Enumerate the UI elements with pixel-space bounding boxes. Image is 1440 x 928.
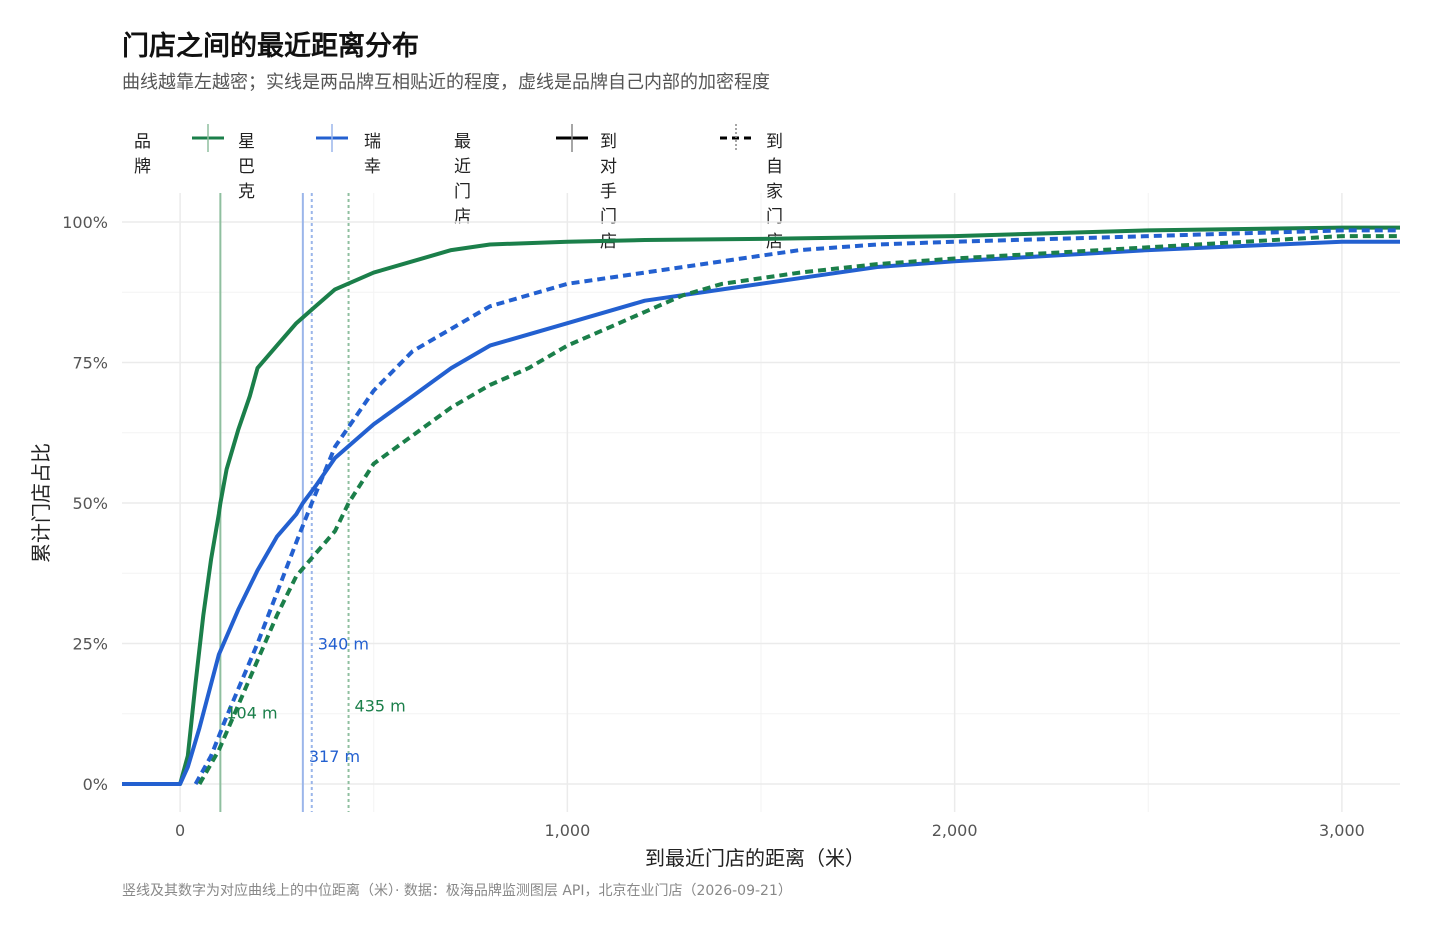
axis-ticks: 0% 25% 50% 75% 100% 0 1,000 2,000 3,000: [62, 213, 1365, 840]
series-line: [122, 239, 1400, 786]
legend-label-luckin: 瑞幸: [364, 132, 381, 177]
legend-key-starbucks: [192, 124, 224, 152]
median-label: 317 m: [309, 747, 360, 766]
y-tick-label: 75%: [72, 354, 108, 373]
series-line: [197, 234, 1400, 785]
median-label: 340 m: [318, 635, 369, 654]
median-labels: 104 m 317 m 340 m 435 m: [226, 635, 405, 766]
median-label: 435 m: [355, 696, 406, 715]
grid: [122, 193, 1400, 812]
legend-label-rival: 到对手门店: [600, 132, 617, 252]
y-tick-label: 25%: [72, 635, 108, 654]
footnote: 竖线及其数字为对应曲线上的中位距离（米）· 数据：极海品牌监测图层 API，北京…: [122, 883, 792, 899]
median-label: 104 m: [226, 704, 277, 723]
series-line: [122, 225, 1400, 786]
curves: [122, 225, 1400, 786]
chart-subtitle: 曲线越靠左越密；实线是两品牌互相贴近的程度，虚线是品牌自己内部的加密程度: [122, 72, 770, 93]
y-tick-label: 0%: [83, 775, 108, 794]
legend-brand-title: 品牌: [134, 132, 151, 177]
legend-key-own: [720, 124, 752, 152]
legend-label-starbucks: 星巴克: [238, 132, 255, 202]
x-tick-label: 3,000: [1319, 821, 1365, 840]
y-tick-label: 50%: [72, 494, 108, 513]
legend-key-rival: [556, 124, 588, 152]
x-tick-label: 1,000: [544, 821, 590, 840]
legend-key-luckin: [316, 124, 348, 152]
chart-title: 门店之间的最近距离分布: [122, 31, 419, 62]
y-tick-label: 100%: [62, 213, 108, 232]
x-axis-title: 到最近门店的距离（米）: [645, 846, 865, 870]
y-axis-title: 累计门店占比: [29, 443, 53, 563]
x-tick-label: 0: [175, 821, 185, 840]
x-tick-label: 2,000: [932, 821, 978, 840]
series-line: [193, 228, 1400, 785]
